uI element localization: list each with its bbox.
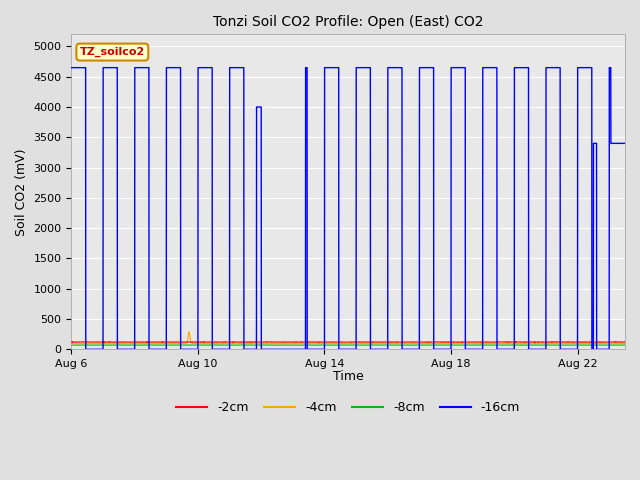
Y-axis label: Soil CO2 (mV): Soil CO2 (mV) [15,148,28,236]
Legend: -2cm, -4cm, -8cm, -16cm: -2cm, -4cm, -8cm, -16cm [172,396,525,420]
X-axis label: Time: Time [333,371,364,384]
Text: TZ_soilco2: TZ_soilco2 [80,47,145,57]
Title: Tonzi Soil CO2 Profile: Open (East) CO2: Tonzi Soil CO2 Profile: Open (East) CO2 [213,15,483,29]
